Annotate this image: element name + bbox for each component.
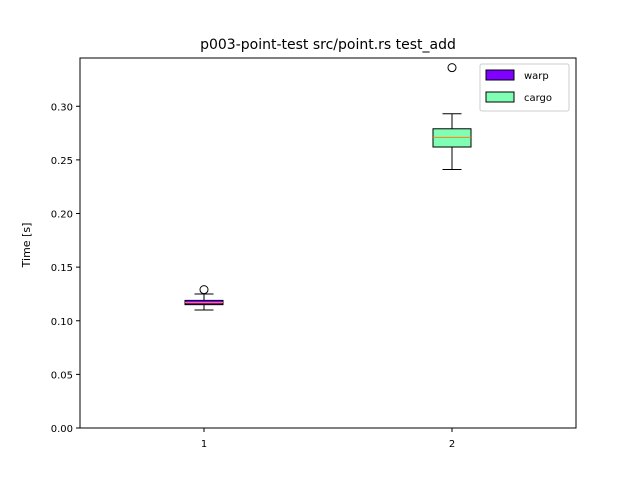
box-cargo [432,128,472,148]
y-tick-label: 0.05 [51,370,73,381]
outlier-point [447,63,457,73]
y-tick-label: 0.25 [51,156,73,167]
legend: warp cargo [479,63,570,112]
legend-label: warp [524,71,549,82]
y-tick-label: 0.20 [51,210,73,221]
y-tick-label: 0.10 [51,317,73,328]
x-tick-label: 1 [201,439,207,450]
legend-swatch-cargo [485,91,515,103]
y-tick-label: 0.00 [51,424,73,435]
y-tick-label: 0.30 [51,102,73,113]
outlier-point [199,285,209,295]
x-tick-label: 2 [449,439,455,450]
legend-label: cargo [524,93,552,104]
plot-area: 0.00 0.05 0.10 0.15 0.20 0.25 0.30 1 2 [51,63,472,450]
legend-swatch-warp [485,69,515,81]
plot-frame [79,57,577,429]
y-tick-label: 0.15 [51,263,73,274]
chart-title: p003-point-test src/point.rs test_add [200,37,456,53]
y-axis-title: Time [s] [20,223,33,269]
